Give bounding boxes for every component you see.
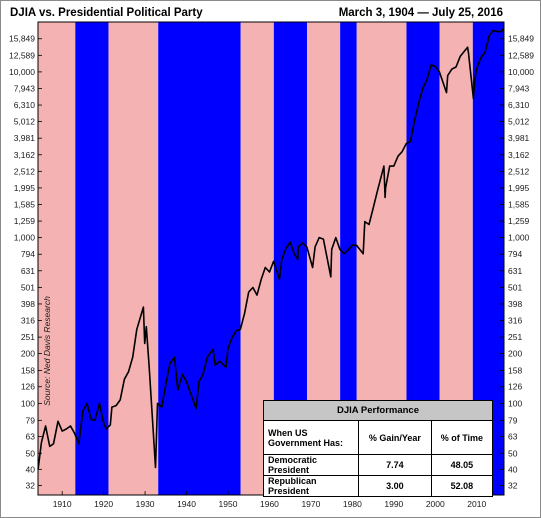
y-tick-label: 100 bbox=[508, 398, 522, 408]
table-header-cell: % Gain/Year bbox=[358, 420, 432, 455]
y-tick-label: 7,943 bbox=[14, 83, 36, 93]
republican-period-band bbox=[108, 22, 159, 495]
y-tick-label: 5,012 bbox=[508, 117, 530, 127]
y-tick-label: 398 bbox=[508, 299, 522, 309]
y-tick-label: 1,259 bbox=[508, 216, 530, 226]
x-tick-label: 2000 bbox=[426, 499, 445, 509]
y-tick-label: 251 bbox=[21, 332, 35, 342]
row-label: Democratic President bbox=[263, 454, 359, 476]
performance-table: DJIA Performance When US Government Has:… bbox=[263, 400, 494, 497]
y-tick-label: 10,000 bbox=[9, 67, 35, 77]
y-tick-label: 631 bbox=[21, 266, 35, 276]
table-header-cell: % of Time bbox=[430, 420, 494, 455]
y-axis-left: 32 40 50 63 79 100 126 158 200 251 316 398 501 631 794… bbox=[9, 34, 42, 490]
x-tick-label: 1970 bbox=[301, 499, 320, 509]
time-value: 52.08 bbox=[430, 475, 494, 497]
x-tick-label: 1910 bbox=[53, 499, 72, 509]
y-tick-label: 316 bbox=[508, 316, 522, 326]
x-tick-label: 1980 bbox=[343, 499, 362, 509]
y-tick-label: 12,589 bbox=[9, 50, 35, 60]
y-tick-label: 631 bbox=[508, 266, 522, 276]
y-tick-label: 79 bbox=[508, 415, 518, 425]
y-tick-label: 3,981 bbox=[14, 133, 36, 143]
x-tick-label: 1990 bbox=[384, 499, 403, 509]
y-tick-label: 1,585 bbox=[14, 199, 36, 209]
y-tick-label: 1,585 bbox=[508, 199, 530, 209]
time-value: 48.05 bbox=[430, 454, 494, 476]
x-tick-label: 1960 bbox=[260, 499, 279, 509]
source-note: Source: Ned Davis Research bbox=[42, 296, 52, 406]
gain-value: 7.74 bbox=[358, 454, 432, 476]
y-tick-label: 501 bbox=[508, 282, 522, 292]
republican-period-band bbox=[38, 22, 76, 495]
y-tick-label: 7,943 bbox=[508, 83, 530, 93]
y-tick-label: 126 bbox=[21, 382, 35, 392]
table-row: Republican President 3.00 52.08 bbox=[263, 475, 494, 497]
y-tick-label: 200 bbox=[21, 348, 35, 358]
y-tick-label: 63 bbox=[26, 432, 36, 442]
y-tick-label: 316 bbox=[21, 316, 35, 326]
y-tick-label: 40 bbox=[26, 464, 36, 474]
x-tick-label: 1940 bbox=[177, 499, 196, 509]
y-tick-label: 1,259 bbox=[14, 216, 36, 226]
djia-series-line bbox=[37, 27, 505, 470]
y-axis-right: 32 40 50 63 79 100 126 158 200 251 316 398 501 631 794… bbox=[500, 34, 534, 490]
x-axis: 1910 1920 1930 1940 1950 1960 1970 1980 1990 2000… bbox=[53, 491, 486, 509]
y-tick-label: 2,512 bbox=[14, 166, 36, 176]
y-tick-label: 15,849 bbox=[9, 34, 35, 44]
performance-table-caption: DJIA Performance bbox=[263, 400, 493, 421]
x-tick-label: 1920 bbox=[94, 499, 113, 509]
y-tick-label: 5,012 bbox=[14, 117, 36, 127]
y-tick-label: 1,000 bbox=[14, 233, 36, 243]
y-tick-label: 10,000 bbox=[508, 67, 534, 77]
y-tick-label: 3,162 bbox=[14, 150, 36, 160]
y-tick-label: 126 bbox=[508, 382, 522, 392]
table-row: Democratic President 7.74 48.05 bbox=[263, 454, 494, 476]
democratic-period-band bbox=[158, 22, 241, 495]
y-tick-label: 794 bbox=[21, 249, 35, 259]
y-tick-label: 15,849 bbox=[508, 34, 534, 44]
y-tick-label: 50 bbox=[26, 448, 36, 458]
y-tick-label: 1,995 bbox=[508, 183, 530, 193]
y-tick-label: 6,310 bbox=[14, 100, 36, 110]
y-tick-label: 32 bbox=[26, 480, 36, 490]
y-tick-label: 3,981 bbox=[508, 133, 530, 143]
y-tick-label: 1,000 bbox=[508, 233, 530, 243]
y-tick-label: 251 bbox=[508, 332, 522, 342]
table-header-cell: When US Government Has: bbox=[263, 420, 359, 455]
y-tick-label: 40 bbox=[508, 464, 518, 474]
democratic-period-band bbox=[340, 22, 357, 495]
x-tick-label: 1950 bbox=[219, 499, 238, 509]
x-tick-label: 2010 bbox=[467, 499, 486, 509]
y-tick-label: 50 bbox=[508, 448, 518, 458]
y-tick-label: 12,589 bbox=[508, 50, 534, 60]
y-tick-label: 158 bbox=[21, 365, 35, 375]
y-tick-label: 79 bbox=[26, 415, 36, 425]
chart-title: DJIA vs. Presidential Political Party bbox=[10, 7, 203, 19]
y-tick-label: 3,162 bbox=[508, 150, 530, 160]
y-tick-label: 1,995 bbox=[14, 183, 36, 193]
gain-value: 3.00 bbox=[358, 475, 432, 497]
y-tick-label: 398 bbox=[21, 299, 35, 309]
x-tick-label: 1930 bbox=[136, 499, 155, 509]
y-tick-label: 2,512 bbox=[508, 166, 530, 176]
y-tick-label: 158 bbox=[508, 365, 522, 375]
y-tick-label: 63 bbox=[508, 432, 518, 442]
row-label: Republican President bbox=[263, 475, 359, 497]
y-tick-label: 501 bbox=[21, 282, 35, 292]
y-tick-label: 32 bbox=[508, 480, 518, 490]
chart-date-range: March 3, 1904 — July 25, 2016 bbox=[338, 7, 503, 19]
y-tick-label: 6,310 bbox=[508, 100, 530, 110]
y-tick-label: 100 bbox=[21, 398, 35, 408]
y-tick-label: 794 bbox=[508, 249, 522, 259]
y-tick-label: 200 bbox=[508, 348, 522, 358]
